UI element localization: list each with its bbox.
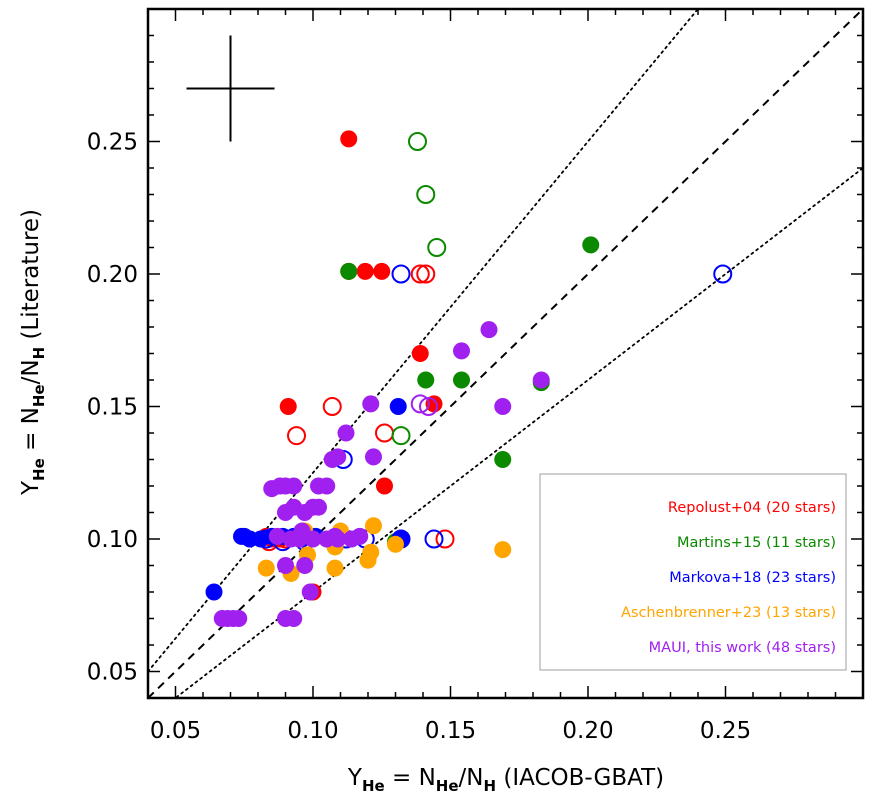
maui-filled-point (296, 557, 314, 574)
maui-filled-point (301, 583, 319, 601)
legend: Repolust+04 (20 stars) Martins+15 (11 st… (539, 473, 847, 671)
martins-15-open-point (408, 132, 427, 151)
data-points (205, 130, 733, 627)
x-axis-label: YHe = NHe/NH (IACOB-GBAT) (347, 765, 664, 795)
aschenbrenner-23-filled-point (362, 543, 380, 561)
legend-entry-maui: MAUI, this work (48 stars) (649, 640, 836, 656)
maui-filled-point (494, 398, 512, 415)
maui-filled-point (285, 477, 303, 495)
maui-filled-point (532, 371, 550, 389)
x-tick-label: 0.10 (287, 718, 338, 744)
maui-filled-point (318, 477, 336, 495)
martins-15-open-point (391, 426, 411, 446)
legend-entry-repolust: Repolust+04 (20 stars) (668, 500, 836, 516)
y-tick-label: 0.25 (87, 130, 138, 156)
maui-filled-point (230, 610, 248, 627)
repolust-04-filled-point (373, 262, 391, 280)
repolust-04-filled-point (356, 262, 374, 280)
repolust-04-open-point (416, 264, 436, 284)
maui-filled-point (293, 522, 311, 540)
maui-filled-point (277, 557, 294, 574)
maui-filled-point (285, 610, 303, 627)
y-tick-label: 0.05 (87, 660, 138, 686)
repolust-04-filled-point (279, 398, 297, 415)
markova-18-open-point (424, 529, 444, 549)
martins-15-filled-point (494, 451, 512, 468)
repolust-04-open-point (287, 426, 306, 446)
repolust-04-filled-point (425, 395, 443, 413)
repolust-04-open-point (410, 264, 430, 284)
martins-15-open-point (427, 238, 447, 257)
maui-filled-point (329, 448, 347, 466)
lower-bound-line (174, 167, 863, 698)
y-tick-label: 0.10 (87, 527, 138, 553)
error-bar-cross (186, 35, 275, 142)
markova-18-filled-point (205, 583, 223, 601)
aschenbrenner-23-filled-point (494, 541, 512, 559)
repolust-04-filled-point (376, 477, 393, 495)
repolust-04-open-point (435, 529, 455, 549)
repolust-04-open-point (322, 397, 342, 416)
martins-15-filled-point (417, 371, 435, 389)
x-tick-label: 0.05 (150, 718, 201, 744)
martins-15-filled-point (453, 371, 470, 389)
axis-tick-labels: 0.05 0.10 0.15 0.20 0.25 0.05 0.10 0.15 0.20 0.25 (87, 130, 751, 745)
y-tick-label: 0.20 (87, 262, 138, 288)
martins-15-filled-point (340, 262, 358, 280)
aschenbrenner-23-filled-point (326, 559, 344, 577)
maui-open-point (419, 397, 438, 416)
aschenbrenner-23-filled-point (387, 535, 404, 553)
aschenbrenner-23-filled-point (365, 517, 382, 535)
x-tick-label: 0.15 (425, 718, 476, 744)
markova-18-filled-point (233, 527, 250, 545)
markova-18-filled-point (252, 530, 270, 548)
legend-entry-markova: Markova+18 (23 stars) (669, 570, 836, 586)
one-to-one-line (148, 9, 863, 698)
maui-filled-point (268, 527, 286, 545)
y-axis-label: YHe = NHe/NH (Literature) (18, 209, 48, 496)
maui-filled-point (453, 342, 470, 360)
legend-entry-martins: Martins+15 (11 stars) (677, 535, 836, 551)
maui-filled-point (351, 527, 369, 545)
martins-15-open-point (416, 185, 436, 204)
maui-filled-point (362, 395, 380, 413)
maui-filled-point (365, 448, 382, 466)
repolust-04-filled-point (340, 130, 358, 148)
markova-18-filled-point (389, 398, 407, 415)
markova-18-open-point (713, 264, 733, 284)
maui-filled-point (480, 321, 498, 339)
legend-box (539, 473, 847, 671)
legend-entry-aschenbrenner: Aschenbrenner+23 (13 stars) (621, 605, 836, 621)
aschenbrenner-23-filled-point (257, 559, 275, 577)
maui-open-point (410, 394, 430, 414)
x-tick-label: 0.25 (700, 718, 751, 744)
repolust-04-filled-point (411, 345, 429, 362)
maui-filled-point (326, 527, 344, 545)
axis-ticks (147, 9, 863, 699)
y-tick-label: 0.15 (87, 395, 138, 421)
markova-18-open-point (391, 264, 411, 284)
x-tick-label: 0.20 (562, 718, 613, 744)
maui-filled-point (337, 424, 355, 442)
maui-filled-point (310, 498, 327, 516)
martins-15-filled-point (582, 236, 600, 254)
